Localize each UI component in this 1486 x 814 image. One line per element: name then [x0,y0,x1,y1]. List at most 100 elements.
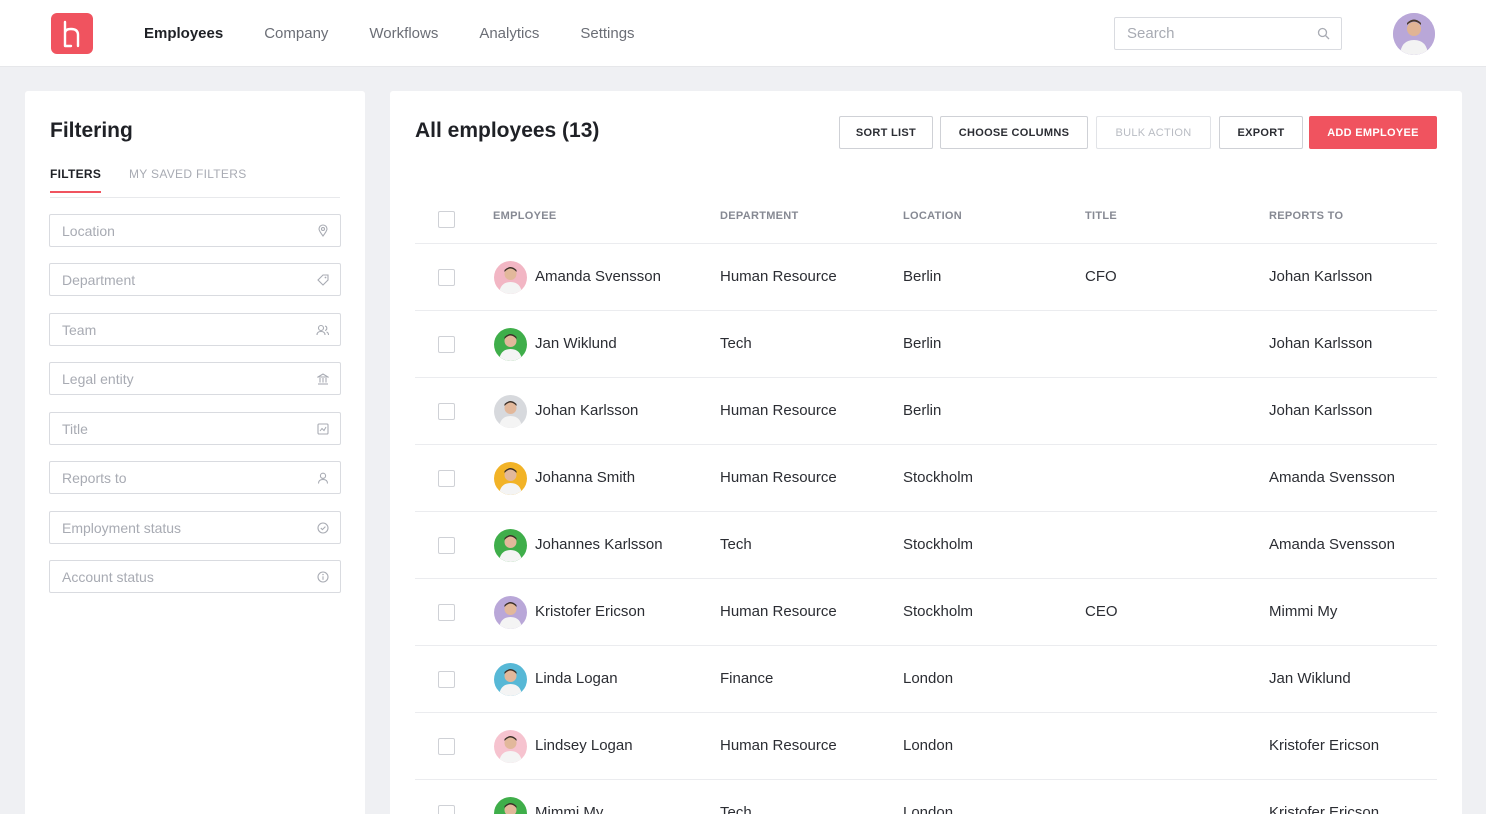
employee-name[interactable]: Mimmi My [535,804,604,814]
employee-department: Human Resource [720,737,837,754]
column-department[interactable]: DEPARTMENT [720,210,799,222]
row-checkbox[interactable] [438,537,455,554]
title-filter[interactable]: Title [49,412,341,445]
employee-reports-to[interactable]: Johan Karlsson [1269,268,1373,285]
column-reports-to[interactable]: REPORTS TO [1269,210,1344,222]
team-filter[interactable]: Team [49,313,341,346]
search-box [1114,17,1342,50]
table-row[interactable]: Kristofer Ericson Human Resource Stockho… [415,579,1437,646]
nav-settings[interactable]: Settings [580,25,635,42]
employee-table: EMPLOYEE DEPARTMENT LOCATION TITLE REPOR… [415,184,1437,814]
employee-reports-to[interactable]: Amanda Svensson [1269,469,1395,486]
search-icon[interactable] [1317,27,1330,45]
employee-avatar[interactable] [494,261,527,294]
page-title: All employees (13) [415,119,600,142]
employee-name[interactable]: Johan Karlsson [535,402,639,419]
table-row[interactable]: Amanda Svensson Human Resource Berlin CF… [415,244,1437,311]
employment-status-filter[interactable]: Employment status [49,511,341,544]
employee-avatar[interactable] [494,328,527,361]
row-checkbox[interactable] [438,403,455,420]
employee-location: London [903,670,954,687]
employee-avatar[interactable] [494,797,527,814]
row-checkbox[interactable] [438,738,455,755]
tab-my-saved-filters[interactable]: MY SAVED FILTERS [129,167,247,181]
reports-to-filter-label: Reports to [62,470,127,486]
table-row[interactable]: Lindsey Logan Human Resource London Kris… [415,713,1437,780]
table-row[interactable]: Johannes Karlsson Tech Stockholm Amanda … [415,512,1437,579]
account-status-filter[interactable]: Account status [49,560,341,593]
employee-location: Berlin [903,268,942,285]
employee-location: Berlin [903,402,942,419]
title-filter-label: Title [62,421,88,437]
id-card-icon [317,422,329,440]
legal-entity-filter[interactable]: Legal entity [49,362,341,395]
employee-avatar[interactable] [494,529,527,562]
employee-location: London [903,804,954,814]
column-title[interactable]: TITLE [1085,210,1118,222]
info-circle-icon [317,570,329,588]
app-logo[interactable] [51,13,93,54]
employee-avatar[interactable] [494,730,527,763]
employee-reports-to[interactable]: Johan Karlsson [1269,335,1373,352]
employee-title: CEO [1085,603,1118,620]
tag-icon [317,273,329,291]
nav-company[interactable]: Company [264,25,329,42]
table-row[interactable]: Jan Wiklund Tech Berlin Johan Karlsson [415,311,1437,378]
sort-list-button[interactable]: SORT LIST [839,116,933,149]
table-row[interactable]: Johan Karlsson Human Resource Berlin Joh… [415,378,1437,445]
table-row[interactable]: Johanna Smith Human Resource Stockholm A… [415,445,1437,512]
employee-avatar[interactable] [494,395,527,428]
bulk-action-button[interactable]: BULK ACTION [1096,116,1211,149]
department-filter-label: Department [62,272,136,288]
nav-workflows[interactable]: Workflows [369,25,439,42]
select-all-checkbox[interactable] [438,211,455,228]
location-filter-label: Location [62,223,115,239]
employee-location: Stockholm [903,536,974,553]
employee-name[interactable]: Linda Logan [535,670,618,687]
nav-analytics[interactable]: Analytics [479,25,540,42]
row-checkbox[interactable] [438,671,455,688]
user-avatar[interactable] [1393,13,1435,55]
column-location[interactable]: LOCATION [903,210,963,222]
department-filter[interactable]: Department [49,263,341,296]
employee-avatar[interactable] [494,462,527,495]
employee-name[interactable]: Kristofer Ericson [535,603,646,620]
employee-location: Stockholm [903,603,974,620]
tab-filters[interactable]: FILTERS [50,167,102,193]
employee-department: Human Resource [720,402,837,419]
top-navigation-bar: Employees Company Workflows Analytics Se… [0,0,1486,67]
search-input[interactable] [1115,18,1315,49]
row-checkbox[interactable] [438,269,455,286]
employee-reports-to[interactable]: Johan Karlsson [1269,402,1373,419]
employee-name[interactable]: Amanda Svensson [535,268,661,285]
location-filter[interactable]: Location [49,214,341,247]
account-status-filter-label: Account status [62,569,154,585]
employee-name[interactable]: Johanna Smith [535,469,636,486]
employee-reports-to[interactable]: Amanda Svensson [1269,536,1395,553]
employee-reports-to[interactable]: Kristofer Ericson [1269,804,1380,814]
row-checkbox[interactable] [438,470,455,487]
bank-icon [316,372,330,390]
row-checkbox[interactable] [438,336,455,353]
employee-reports-to[interactable]: Jan Wiklund [1269,670,1351,687]
row-checkbox[interactable] [438,604,455,621]
employee-department: Human Resource [720,603,837,620]
employee-name[interactable]: Lindsey Logan [535,737,633,754]
export-button[interactable]: EXPORT [1219,116,1303,149]
legal-entity-filter-label: Legal entity [62,371,134,387]
employee-reports-to[interactable]: Mimmi My [1269,603,1338,620]
employee-avatar[interactable] [494,663,527,696]
employee-reports-to[interactable]: Kristofer Ericson [1269,737,1380,754]
reports-to-filter[interactable]: Reports to [49,461,341,494]
column-employee[interactable]: EMPLOYEE [493,210,557,222]
nav-employees[interactable]: Employees [144,25,224,42]
employee-name[interactable]: Jan Wiklund [535,335,617,352]
employee-department: Tech [720,335,752,352]
employee-avatar[interactable] [494,596,527,629]
row-checkbox[interactable] [438,805,455,814]
table-row[interactable]: Mimmi My Tech London Kristofer Ericson [415,780,1437,814]
add-employee-button[interactable]: ADD EMPLOYEE [1309,116,1437,149]
choose-columns-button[interactable]: CHOOSE COLUMNS [940,116,1088,149]
table-row[interactable]: Linda Logan Finance London Jan Wiklund [415,646,1437,713]
employee-name[interactable]: Johannes Karlsson [535,536,663,553]
